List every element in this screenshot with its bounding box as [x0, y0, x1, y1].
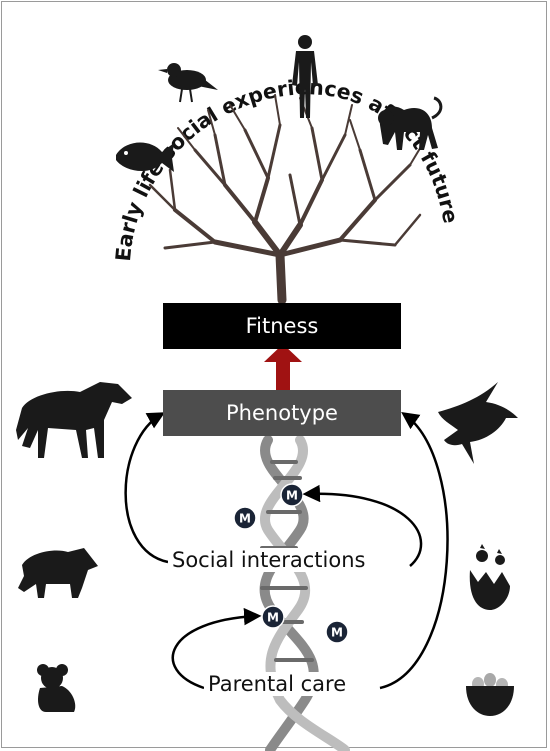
parental-care-label: Parental care	[204, 672, 351, 696]
arrow-social-to-methyl	[302, 484, 423, 567]
arrow-social-to-phenotype	[124, 412, 169, 564]
svg-text:M: M	[267, 611, 279, 625]
hyena-cub-icon	[18, 548, 98, 598]
phenotype-box: Phenotype	[163, 390, 401, 436]
arrow-parental-to-phenotype	[379, 411, 449, 690]
hatching-eggs-icon	[469, 544, 510, 610]
social-interactions-label: Social interactions	[168, 548, 370, 572]
svg-text:M: M	[331, 626, 343, 640]
swallow-icon	[438, 382, 518, 464]
methyl-mark-3: M	[261, 605, 285, 629]
fitness-box: Fitness	[163, 303, 401, 349]
hyena-icon	[16, 382, 132, 458]
methyl-mark-1: M	[233, 506, 257, 530]
svg-text:M: M	[239, 512, 251, 526]
fish-icon	[116, 142, 174, 172]
phenotype-label: Phenotype	[226, 401, 338, 425]
svg-text:M: M	[286, 489, 298, 503]
dna-helix-icon	[259, 435, 350, 751]
monkey-icon	[378, 96, 443, 150]
human-icon	[292, 35, 318, 118]
nest-eggs-icon	[466, 673, 514, 716]
arrow-parental-to-methyl	[171, 607, 262, 690]
up-arrow-icon	[264, 344, 302, 390]
bird-icon	[158, 63, 218, 103]
koala-icon	[37, 664, 76, 712]
phylogeny-tree-icon	[148, 94, 426, 305]
methyl-mark-4: M	[325, 620, 349, 644]
methyl-mark-2: M	[280, 483, 304, 507]
fitness-label: Fitness	[245, 314, 319, 338]
